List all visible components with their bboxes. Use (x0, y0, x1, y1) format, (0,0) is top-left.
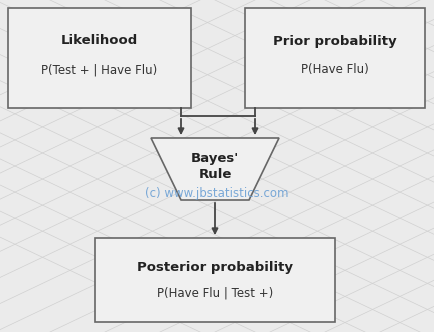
Text: (c) www.jbstatistics.com: (c) www.jbstatistics.com (145, 187, 289, 200)
Text: Rule: Rule (198, 168, 232, 181)
Text: P(Have Flu): P(Have Flu) (301, 63, 369, 76)
Text: Likelihood: Likelihood (61, 35, 138, 47)
Text: Prior probability: Prior probability (273, 35, 397, 47)
Text: P(Have Flu | Test +): P(Have Flu | Test +) (157, 286, 273, 299)
Text: Bayes': Bayes' (191, 151, 239, 165)
Polygon shape (151, 138, 279, 200)
Text: P(Test + | Have Flu): P(Test + | Have Flu) (41, 63, 158, 76)
Text: Posterior probability: Posterior probability (137, 261, 293, 274)
FancyBboxPatch shape (245, 8, 425, 108)
FancyBboxPatch shape (8, 8, 191, 108)
FancyBboxPatch shape (95, 238, 335, 322)
